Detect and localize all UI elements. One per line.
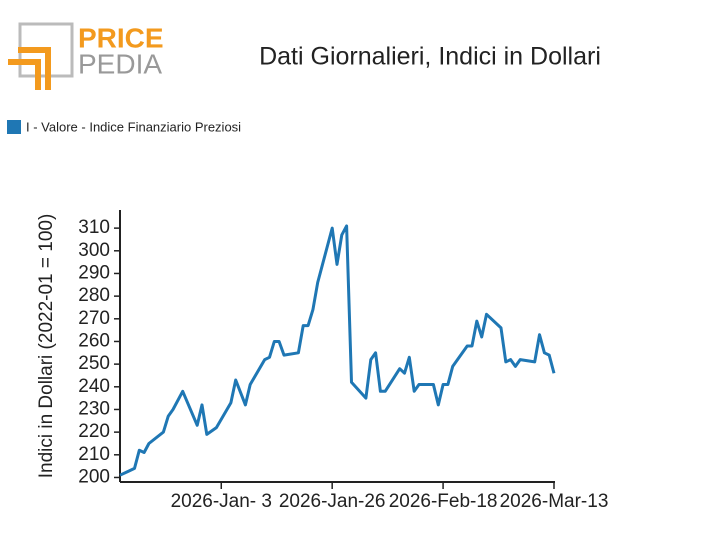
y-tick-label: 250 (78, 353, 110, 374)
y-axis-label: Indici in Dollari (2022-01 = 100) (36, 214, 57, 479)
data-line (119, 224, 556, 477)
logo-bracket (8, 47, 51, 90)
legend-swatch (7, 120, 21, 134)
logo-bottom: PEDIA (78, 48, 162, 79)
chart-title: Dati Giornalieri, Indici in Dollari (259, 43, 601, 71)
x-tick-label: 2026-Jan- 3 (171, 491, 272, 512)
y-tick-label: 230 (78, 398, 110, 419)
logo: PRICE PEDIA (8, 22, 164, 90)
y-tick-label: 310 (78, 217, 110, 238)
x-tick-label: 2026-Feb-18 (389, 491, 498, 512)
y-tick-label: 240 (78, 376, 110, 397)
y-tick-label: 270 (78, 308, 110, 329)
y-tick-label: 280 (78, 285, 110, 306)
y-tick-label: 260 (78, 330, 110, 351)
legend-label: I - Valore - Indice Finanziario Preziosi (26, 119, 241, 134)
x-tick-label: 2026-Jan-26 (279, 491, 386, 512)
logo-top: PRICE (78, 22, 164, 53)
y-tick-label: 290 (78, 262, 110, 283)
y-tick-label: 220 (78, 421, 110, 442)
y-tick-label: 200 (78, 466, 110, 487)
x-tick-label: 2026-Mar-13 (500, 491, 609, 512)
y-tick-label: 300 (78, 240, 110, 261)
y-tick-label: 210 (78, 444, 110, 465)
